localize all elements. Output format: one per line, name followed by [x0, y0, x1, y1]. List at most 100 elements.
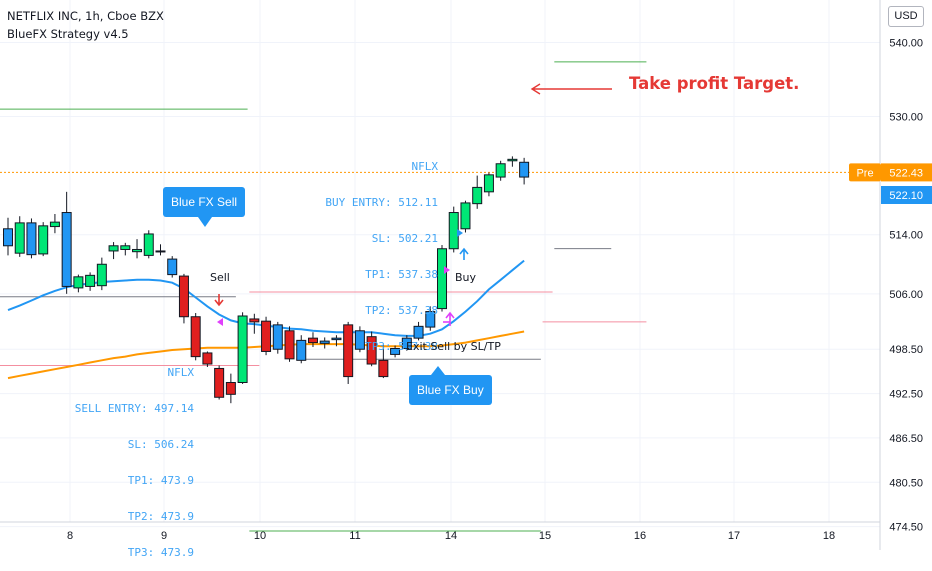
- signal-markers: [198, 83, 612, 375]
- candle-body: [390, 348, 401, 355]
- price-tick-label: 492.50: [889, 389, 923, 401]
- candle-body: [319, 340, 330, 344]
- buy-info-line: NFLX: [411, 160, 439, 173]
- sell-info-line: SELL ENTRY: 497.14: [74, 402, 194, 415]
- candle-body: [214, 367, 225, 398]
- candle-body: [85, 274, 96, 287]
- buy-label: Buy: [455, 271, 477, 284]
- candle-body: [249, 318, 260, 323]
- candle-body: [132, 248, 143, 253]
- sell-info-box: NFLX SELL ENTRY: 497.14 SL: 506.24 TP1: …: [75, 343, 194, 571]
- candle-body: [307, 337, 318, 344]
- sell-info-line: TP2: 473.9: [127, 510, 194, 523]
- candle-body: [483, 174, 494, 193]
- time-tick-label: 11: [349, 530, 360, 542]
- candle-body: [14, 222, 25, 254]
- candle-body: [354, 330, 365, 350]
- candle-body: [237, 315, 248, 383]
- sell-info-line: TP1: 473.9: [127, 474, 194, 487]
- candle-body: [73, 276, 84, 289]
- buy-signal-bubble: Blue FX Buy: [409, 375, 492, 405]
- candle-body: [225, 381, 236, 395]
- buy-info-line: TP3: 537.38: [365, 340, 438, 353]
- candle-body: [120, 245, 131, 250]
- exit-arrow-icon: [445, 311, 455, 326]
- price-tick-label: 514.00: [889, 230, 923, 242]
- price-axis[interactable]: 540.00 530.00 514.00 506.00 498.50 492.50 486.…: [849, 0, 932, 550]
- candle-body: [472, 186, 483, 205]
- candle-body: [190, 316, 201, 358]
- take-profit-annotation: Take profit Target.: [629, 74, 800, 93]
- candle-body: [272, 324, 283, 350]
- candle-body: [178, 275, 189, 318]
- candle-body: [343, 324, 354, 378]
- candle-body: [460, 202, 471, 230]
- sell-info-line: SL: 506.24: [127, 438, 194, 451]
- candle-body: [437, 248, 448, 310]
- price-tick-label: 540.00: [889, 38, 923, 50]
- candle-body: [202, 352, 213, 365]
- candle-body: [378, 359, 389, 378]
- sell-label: Sell: [210, 271, 230, 284]
- symbol-title: NETFLIX INC, 1h, Cboe BZX: [7, 9, 164, 23]
- candle-body: [155, 250, 166, 253]
- buy-info-line: TP1: 537.38: [365, 268, 438, 281]
- buy-bubble-pointer-icon: [431, 366, 445, 375]
- time-tick-label: 9: [161, 530, 167, 542]
- sell-bubble-pointer-icon: [198, 217, 212, 227]
- sell-info-line: TP3: 473.9: [127, 546, 194, 559]
- currency-button[interactable]: USD: [888, 6, 924, 27]
- time-axis[interactable]: 8 9 10 11 14 15 16 17 18: [0, 521, 880, 542]
- time-tick-label: 8: [67, 530, 73, 542]
- buy-info-line: SL: 502.21: [371, 232, 438, 245]
- candle-body: [448, 212, 459, 250]
- candle-body: [425, 311, 436, 328]
- candle-body: [401, 337, 412, 350]
- pre-price-badge: [881, 163, 932, 182]
- candle-body: [519, 161, 530, 178]
- time-tick-label: 14: [445, 530, 457, 542]
- candle-body: [96, 263, 107, 287]
- time-tick-label: 10: [254, 530, 266, 542]
- buy-info-line: BUY ENTRY: 512.11: [325, 196, 438, 209]
- candle-body: [3, 228, 13, 247]
- time-tick-label: 15: [539, 530, 551, 542]
- chart-canvas: 540.00 530.00 514.00 506.00 498.50 492.50 486.…: [0, 0, 932, 550]
- buy-arrow-icon: [459, 247, 469, 260]
- buy-info-box: NFLX BUY ENTRY: 512.11 SL: 502.21 TP1: 5…: [325, 137, 438, 365]
- candle-body: [507, 158, 518, 162]
- pre-price-text: 522.43: [889, 167, 923, 179]
- buy-info-line: TP2: 537.38: [365, 304, 438, 317]
- candle-body: [167, 258, 178, 276]
- candle-body: [366, 336, 377, 365]
- price-tick-label: 506.00: [889, 289, 923, 301]
- pre-tag-text: Pre: [856, 167, 873, 179]
- last-price-text: 522.10: [889, 190, 923, 202]
- sell-entry-marker-icon: [217, 318, 223, 326]
- level-lines: [0, 61, 647, 532]
- buy-entry-marker-icon: [444, 266, 450, 274]
- candle-body: [108, 245, 119, 252]
- candle-body: [143, 233, 154, 256]
- time-tick-label: 17: [728, 530, 740, 542]
- annotation-arrow-icon: [530, 83, 612, 95]
- time-tick-label: 18: [823, 530, 835, 542]
- exit-sell-label: Exit Sell by SL/TP: [406, 340, 501, 353]
- pre-tag-badge: [849, 163, 881, 182]
- candle-body: [413, 325, 424, 339]
- price-tick-label: 530.00: [889, 111, 923, 123]
- candle-body: [61, 212, 72, 287]
- buy-tp-marker-icon: [457, 229, 463, 237]
- candle-body: [296, 339, 307, 361]
- price-tick-label: 480.50: [889, 477, 923, 489]
- price-tick-label: 486.50: [889, 433, 923, 445]
- candle-body: [26, 222, 37, 256]
- candles: [3, 156, 530, 404]
- candle-body: [49, 221, 60, 228]
- candle-body: [38, 225, 49, 255]
- sell-signal-bubble: Blue FX Sell: [163, 187, 246, 217]
- price-tick-label: 498.50: [889, 344, 923, 356]
- indicator-title: BlueFX Strategy v4.5: [7, 27, 129, 41]
- sell-arrow-icon: [214, 294, 224, 307]
- candle-body: [495, 163, 506, 178]
